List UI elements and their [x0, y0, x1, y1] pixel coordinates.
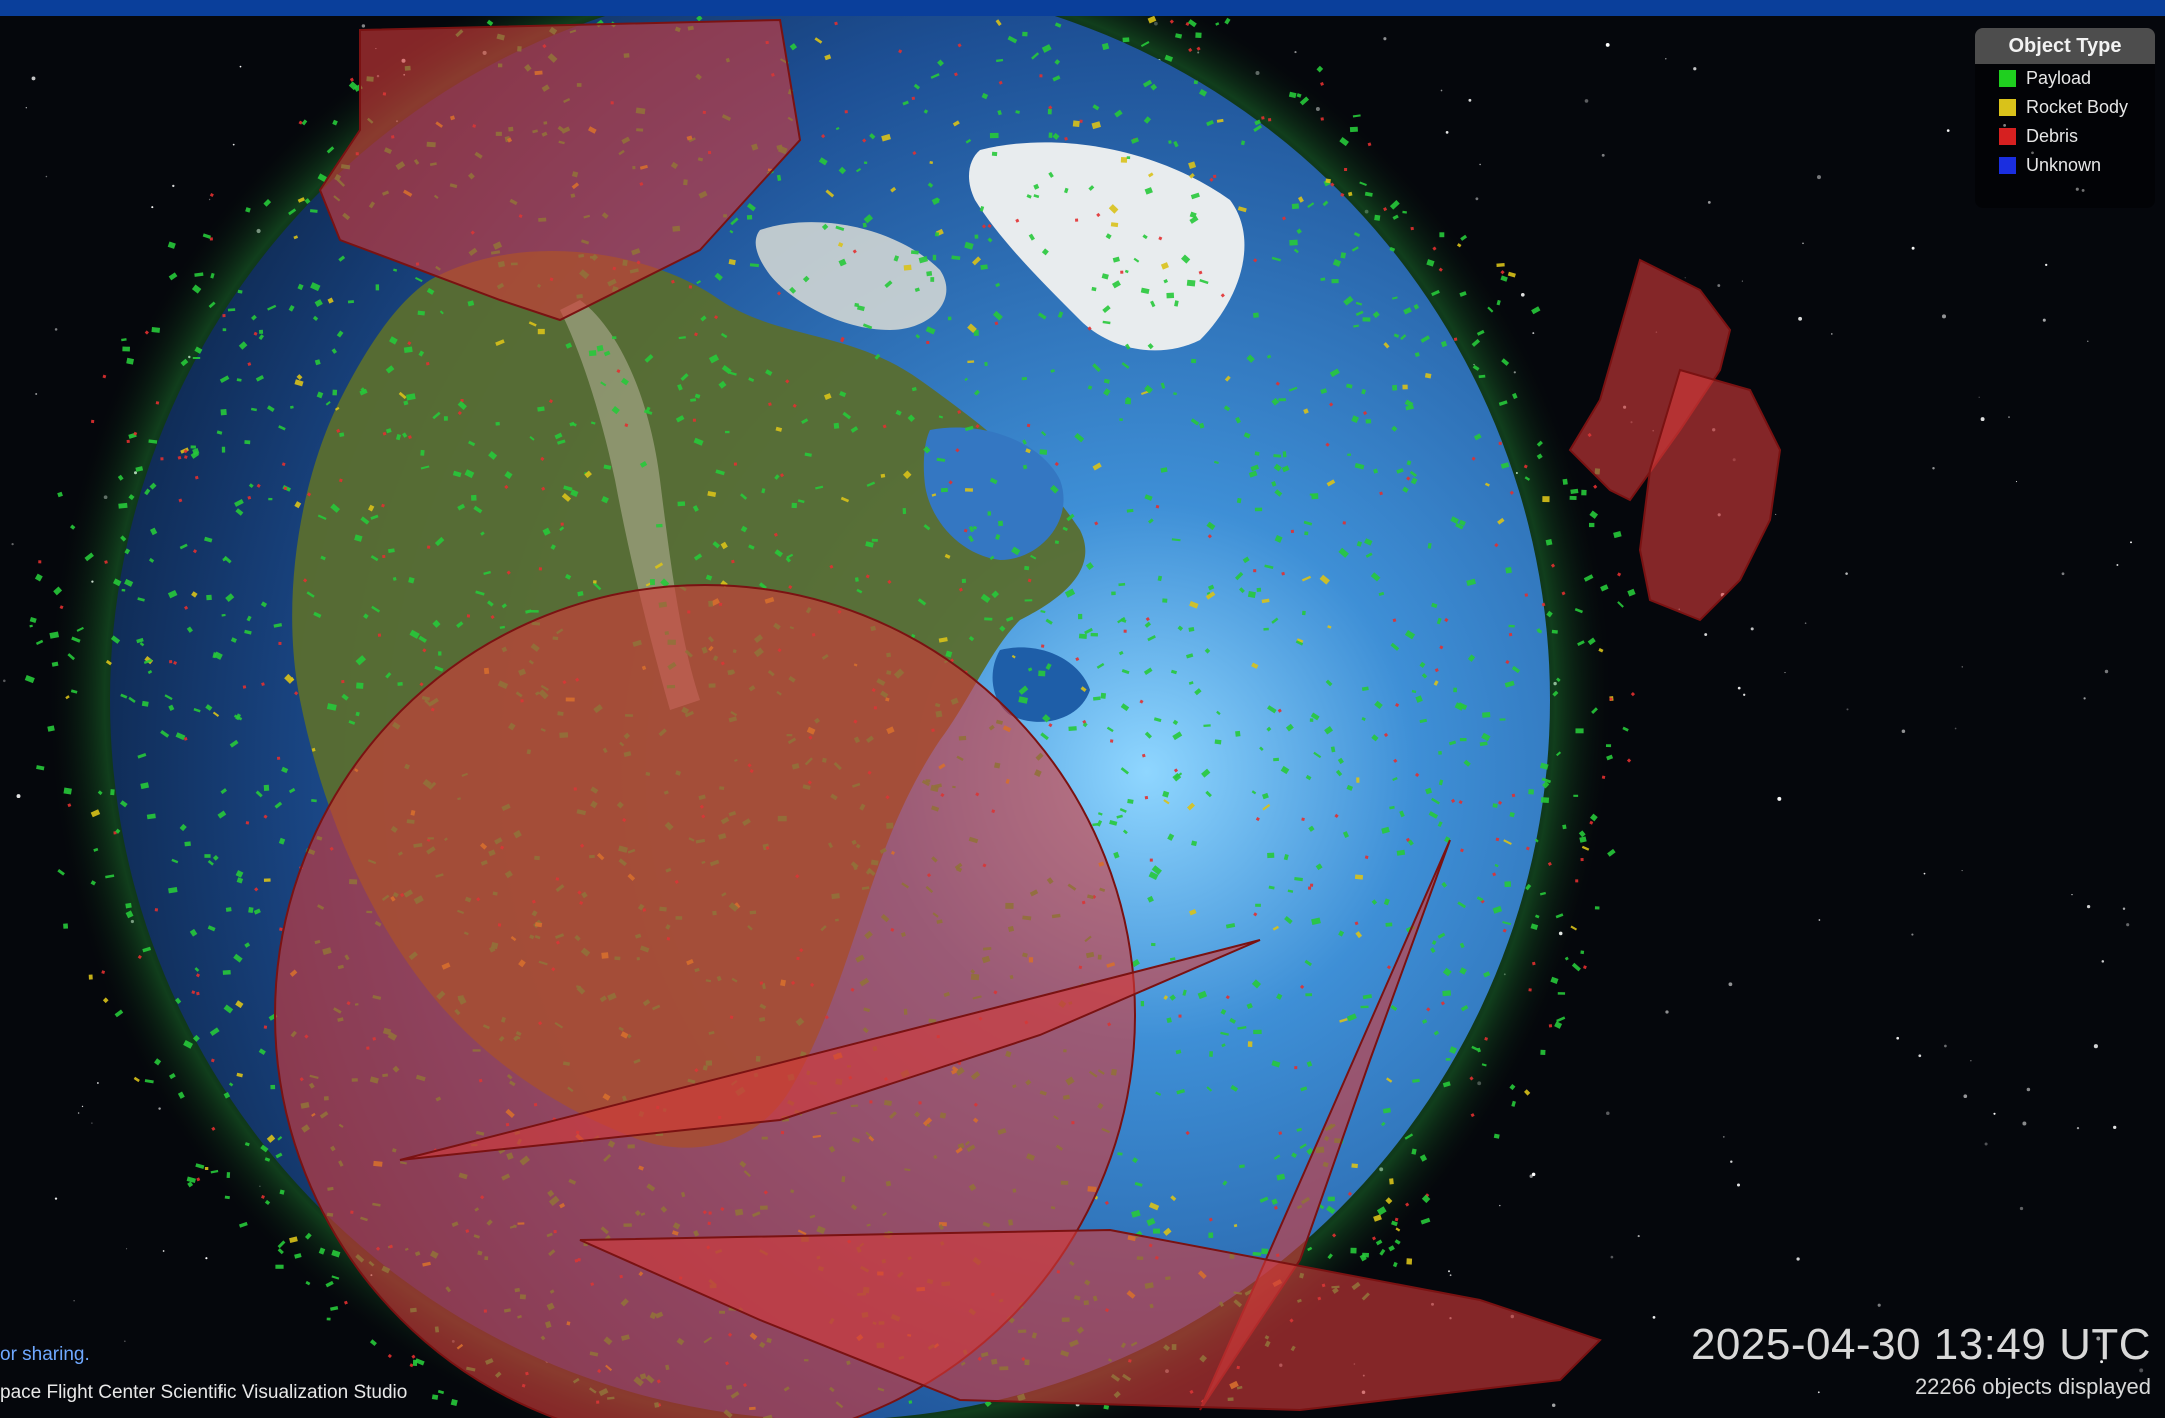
- legend-item-unknown: Unknown: [1975, 151, 2155, 180]
- hudson-bay: [923, 427, 1064, 560]
- unknown-swatch: [1999, 157, 2016, 174]
- legend-label: Debris: [2026, 126, 2079, 146]
- credit-text: pace Flight Center Scientific Visualizat…: [0, 1382, 408, 1403]
- sensor-wedge-bottom: [579, 1228, 1602, 1412]
- timestamp: 2025-04-30 13:49 UTC: [1690, 1320, 2151, 1369]
- sensor-circle-large: [274, 584, 1136, 1418]
- legend-item-rocket-body: Rocket Body: [1975, 93, 2155, 122]
- great-lakes: [992, 647, 1090, 722]
- legend-item-payload: Payload: [1975, 64, 2155, 93]
- sensor-coverage-regions: [274, 18, 1782, 1418]
- sensor-region-top: [318, 18, 802, 322]
- payload-swatch: [1999, 70, 2016, 87]
- share-link[interactable]: or sharing.: [0, 1344, 90, 1365]
- legend-label: Unknown: [2026, 155, 2102, 175]
- sensor-wedge-left: [399, 939, 1261, 1161]
- visualization-viewport[interactable]: [0, 16, 2165, 1418]
- sensor-region-right-lower: [1638, 368, 1782, 622]
- greenland-ice: [968, 142, 1245, 351]
- object-count: 22266 objects displayed: [1914, 1374, 2151, 1399]
- legend-label: Rocket Body: [2026, 97, 2129, 117]
- legend-title: Object Type: [1975, 28, 2155, 64]
- debris-swatch: [1999, 128, 2016, 145]
- arctic-islands: [755, 222, 947, 330]
- rocket-body-swatch: [1999, 99, 2016, 116]
- legend-item-debris: Debris: [1975, 122, 2155, 151]
- legend-label: Payload: [2026, 68, 2092, 88]
- object-type-legend: Object Type Payload Rocket Body Debris U…: [1975, 28, 2155, 208]
- header-bar: [0, 0, 2165, 16]
